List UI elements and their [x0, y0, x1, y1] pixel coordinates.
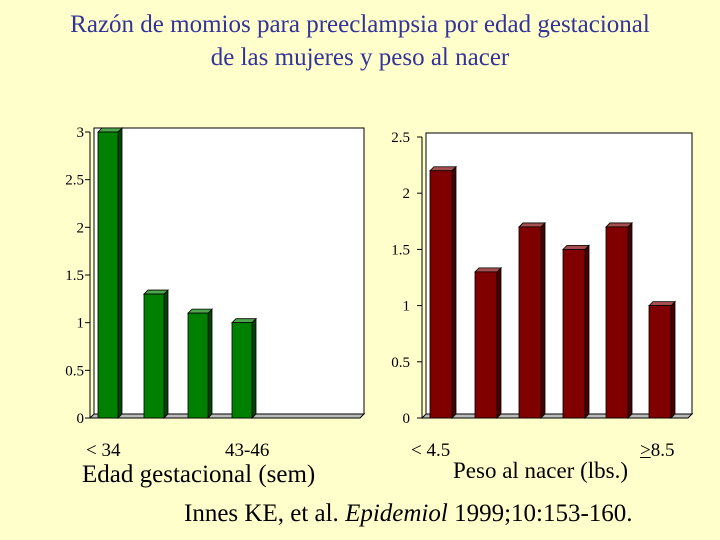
bar-top: [187, 308, 213, 314]
gte-symbol: >: [640, 440, 651, 461]
bar-top: [231, 318, 257, 324]
bar-side: [163, 289, 169, 419]
bar-side: [207, 308, 213, 419]
bar-side: [251, 317, 257, 419]
y-tick-label: 1: [403, 299, 411, 315]
bar-side: [451, 165, 457, 419]
bar-side: [670, 300, 676, 419]
plot-floor: [88, 413, 366, 419]
y-tick-label: 0.5: [391, 355, 410, 371]
x-tick-label: 43-46: [225, 440, 270, 461]
y-tick-label: 2: [77, 220, 85, 236]
x-tick-label: < 4.5: [411, 440, 451, 461]
plot-area: [425, 132, 693, 415]
bar: [97, 131, 119, 419]
citation-authors: Innes KE, et al.: [184, 500, 339, 527]
x-tick-label: >8.5: [640, 440, 675, 461]
bar: [231, 322, 253, 419]
y-tick-label: 0.5: [65, 363, 84, 379]
bar-top: [518, 222, 546, 228]
bar: [605, 226, 629, 419]
x-tick-label: < 34: [86, 440, 121, 461]
bar: [518, 226, 542, 419]
citation: Innes KE, et al. Epidemiol 1999;10:153-1…: [184, 500, 633, 528]
left-x-axis-title: Edad gestacional (sem): [82, 461, 316, 488]
bar-top: [605, 222, 633, 228]
y-tick-label: 2: [403, 186, 411, 202]
bar: [648, 305, 672, 419]
bar-side: [627, 221, 633, 419]
citation-details: 1999;10:153-160.: [454, 500, 633, 527]
bar: [187, 312, 209, 419]
bar-top: [143, 289, 169, 295]
slide-title: Razón de momios para preeclampsia por ed…: [70, 11, 650, 71]
bar: [562, 248, 586, 419]
y-tick-label: 3: [77, 125, 85, 141]
bar-top: [429, 166, 457, 172]
y-tick-label: 1: [77, 316, 85, 332]
y-tick-label: 2.5: [65, 173, 84, 189]
bar-top: [97, 127, 123, 133]
bar-side: [584, 244, 590, 419]
y-tick-label: 1.5: [391, 242, 410, 258]
plot-area: [93, 127, 365, 415]
bar-side: [117, 127, 123, 419]
bar-top: [562, 244, 590, 250]
bar: [143, 293, 165, 419]
y-tick-label: 2.5: [391, 130, 410, 146]
bar-top: [474, 267, 502, 273]
bar-side: [496, 266, 502, 419]
y-tick-label: 0: [77, 411, 85, 427]
bar-top: [648, 301, 676, 307]
bar: [429, 170, 453, 419]
bar: [474, 271, 498, 419]
bar-side: [540, 221, 546, 419]
y-tick-label: 1.5: [65, 268, 84, 284]
y-tick-label: 0: [403, 411, 411, 427]
citation-journal: Epidemiol: [345, 500, 448, 527]
right-x-axis-title: Peso al nacer (lbs.): [453, 458, 628, 483]
